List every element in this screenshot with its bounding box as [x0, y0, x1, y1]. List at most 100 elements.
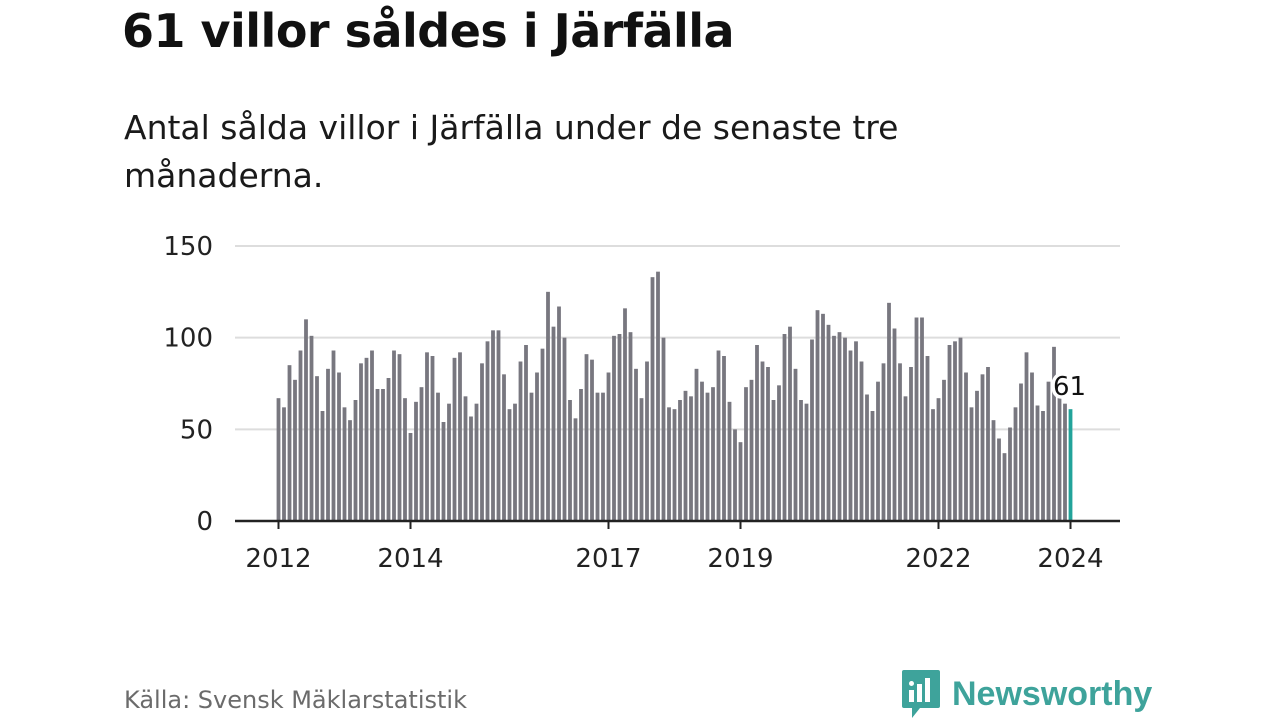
bar	[975, 390, 979, 521]
x-tick-label: 2014	[377, 544, 443, 574]
bar	[821, 313, 825, 521]
bar	[507, 409, 512, 521]
bar	[711, 387, 715, 521]
bar	[359, 363, 363, 521]
bar	[672, 409, 677, 521]
bar	[573, 418, 578, 521]
bar	[639, 398, 644, 521]
bar	[579, 389, 583, 521]
bar	[480, 363, 484, 521]
bar	[733, 429, 737, 521]
bar	[469, 416, 473, 521]
highlight-data-label: 61	[1053, 372, 1086, 402]
bar	[947, 345, 952, 521]
bar	[859, 361, 864, 521]
bar	[447, 403, 451, 521]
bar	[342, 407, 347, 521]
bar	[898, 363, 902, 521]
bar	[326, 368, 330, 521]
bar	[766, 367, 770, 521]
bar	[529, 392, 534, 521]
bar	[771, 400, 776, 521]
brand-name: Newsworthy	[952, 674, 1153, 713]
bar	[749, 379, 754, 521]
bar	[392, 350, 396, 521]
bar	[986, 367, 990, 521]
bar	[304, 319, 308, 521]
bar	[309, 335, 314, 521]
bar	[612, 335, 616, 521]
bar	[931, 409, 935, 521]
bar	[370, 350, 374, 521]
newsworthy-brand[interactable]: Newsworthy	[900, 668, 1152, 720]
bar	[1046, 381, 1051, 521]
bar	[441, 422, 446, 521]
source-credit: Källa: Svensk Mäklarstatistik	[124, 686, 467, 714]
bar	[914, 317, 919, 521]
bar	[535, 372, 539, 521]
bar	[667, 407, 671, 521]
bar	[876, 381, 880, 521]
chart-title: 61 villor såldes i Järfälla	[122, 4, 735, 58]
bar	[546, 291, 550, 521]
bar	[1030, 372, 1034, 521]
bar	[562, 337, 567, 521]
bar	[353, 400, 358, 521]
newsworthy-logo-icon	[902, 670, 940, 718]
bar	[513, 403, 517, 521]
bar	[403, 398, 407, 521]
bar	[815, 310, 820, 521]
bar	[997, 438, 1001, 521]
bar	[755, 345, 759, 521]
chart-subtitle: Antal sålda villor i Järfälla under de s…	[124, 108, 899, 195]
bar	[1019, 383, 1023, 521]
bar	[397, 354, 402, 521]
x-tick-label: 2017	[575, 544, 641, 574]
y-tick-label: 50	[180, 415, 213, 445]
bar	[518, 361, 523, 521]
bar	[491, 330, 495, 521]
bar	[1035, 405, 1040, 521]
bar	[782, 334, 787, 521]
bar	[689, 396, 693, 521]
bar	[656, 271, 660, 521]
bar	[650, 277, 655, 521]
x-tick-label: 2024	[1037, 544, 1103, 574]
bar	[617, 334, 622, 521]
bar	[458, 352, 462, 521]
bar	[848, 350, 853, 521]
bar	[870, 411, 875, 521]
bar	[331, 350, 336, 521]
bar	[1052, 346, 1056, 521]
bar	[804, 403, 809, 521]
bar	[925, 356, 930, 521]
bar	[1063, 403, 1067, 521]
y-tick-label: 100	[163, 324, 213, 354]
bar	[430, 356, 435, 521]
bar	[991, 420, 996, 521]
bar	[788, 326, 792, 521]
bar	[386, 378, 391, 521]
bar	[634, 368, 638, 521]
bar	[623, 308, 627, 521]
bar-highlight	[1068, 409, 1073, 521]
bar	[777, 385, 781, 521]
x-tick-label: 2012	[245, 544, 311, 574]
bar	[1008, 427, 1012, 521]
bar	[678, 400, 682, 521]
bar	[700, 381, 704, 521]
bar	[810, 339, 814, 521]
x-tick-label: 2019	[707, 544, 773, 574]
bar	[474, 403, 479, 521]
bar	[315, 376, 319, 521]
bar	[463, 396, 468, 521]
bar	[694, 368, 699, 521]
bar	[892, 328, 897, 521]
bar	[881, 363, 886, 521]
bar	[727, 401, 732, 521]
bar	[887, 302, 891, 521]
bar	[716, 350, 721, 521]
bar	[1024, 352, 1029, 521]
bar	[419, 387, 424, 521]
bar	[738, 442, 743, 521]
